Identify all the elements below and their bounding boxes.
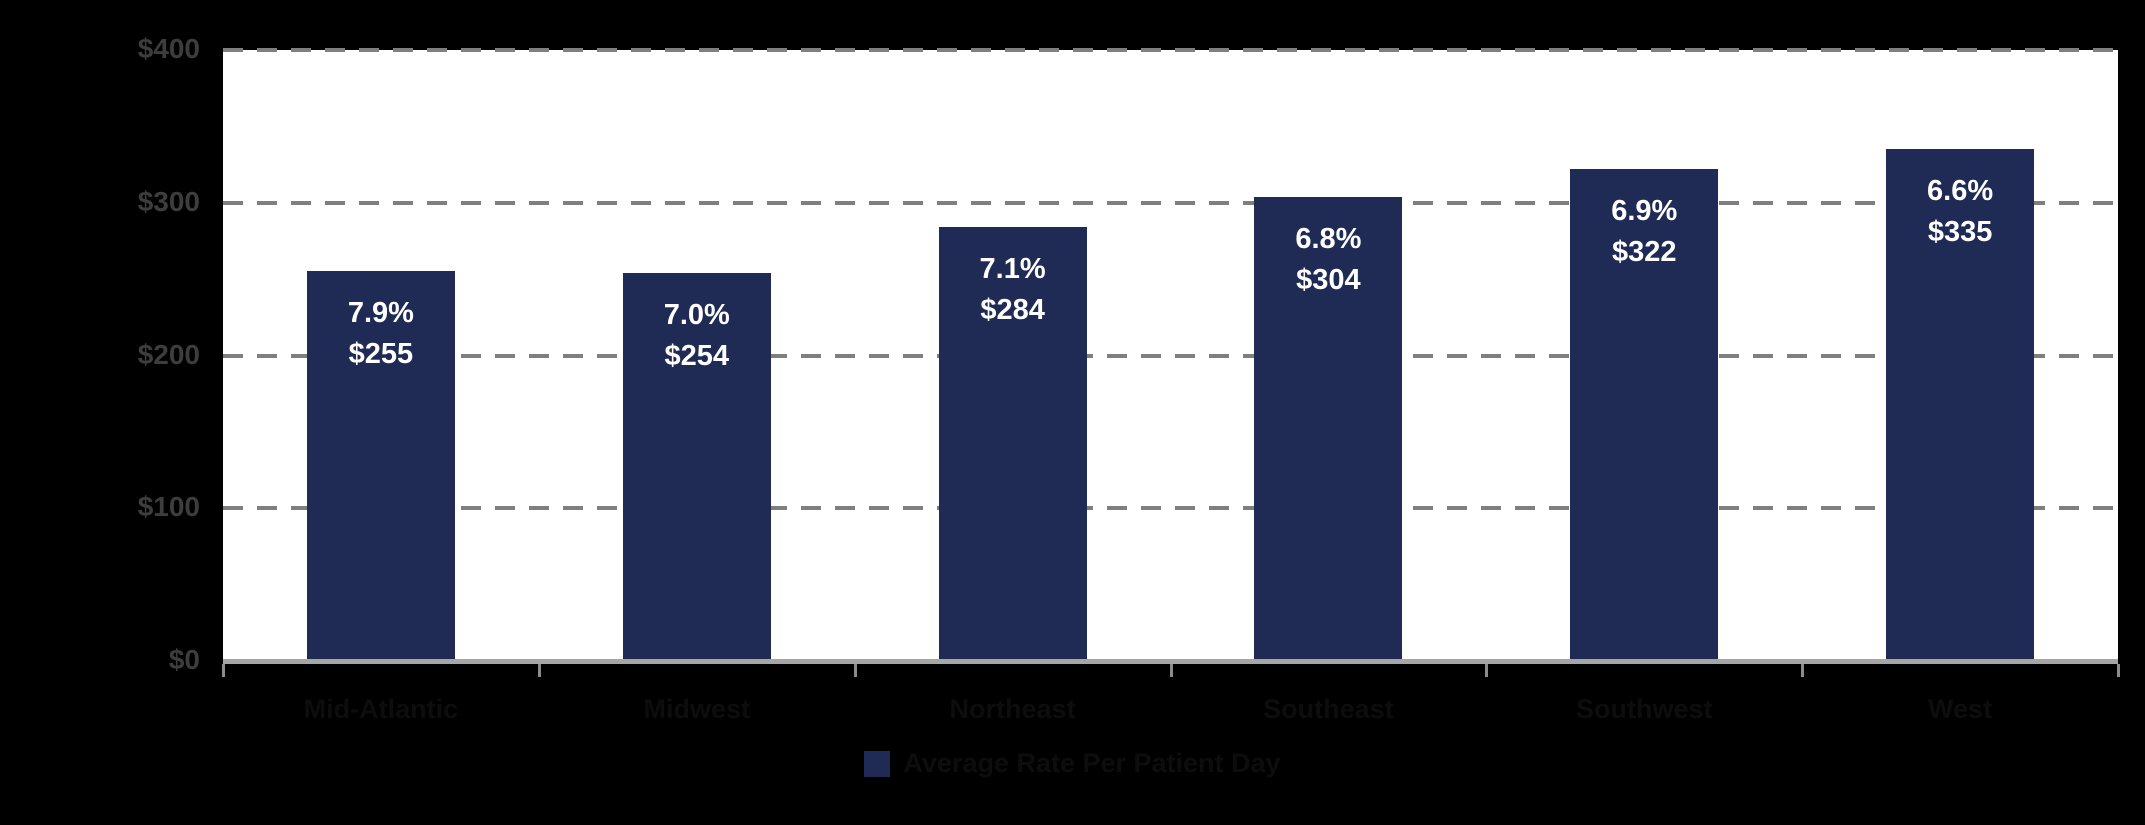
bar-label: 6.6% $335 <box>1886 171 2034 253</box>
bar: 6.6% $335 <box>1886 149 2035 661</box>
x-axis-line <box>223 659 2118 664</box>
x-tick-label: Midwest <box>643 694 750 724</box>
bar-label-percent: 7.9% <box>347 297 414 330</box>
bar-label-percent: 6.8% <box>1295 222 1362 255</box>
y-tick-label: $0 <box>168 644 200 675</box>
bar-label-value: $255 <box>348 338 414 371</box>
x-tick-label: Northeast <box>949 694 1076 724</box>
bar: 7.0% $254 <box>622 273 771 661</box>
x-axis-tick <box>853 664 857 677</box>
bar-label-value: $304 <box>1296 263 1361 296</box>
x-axis-tick <box>2117 664 2120 677</box>
bar-label-value: $335 <box>1927 216 1993 249</box>
x-tick-label: Southeast <box>1263 694 1394 724</box>
bar-label-value: $284 <box>980 294 1045 327</box>
x-tick-label: Southwest <box>1575 694 1713 724</box>
bar: 7.9% $255 <box>306 271 455 661</box>
x-axis-tick <box>1801 664 1805 677</box>
legend-label: Average Rate Per Patient Day <box>903 748 1281 778</box>
gridline <box>223 48 2118 52</box>
bar-label-value: $322 <box>1611 236 1677 269</box>
bar-label-percent: 6.9% <box>1611 195 1678 228</box>
y-tick-label: $200 <box>137 338 200 370</box>
x-axis-tick <box>537 664 541 677</box>
bar-label-percent: 7.0% <box>663 299 730 331</box>
legend: Average Rate Per Patient Day <box>0 748 2145 779</box>
bar: 6.8% $304 <box>1254 196 1403 661</box>
gridline <box>223 353 2118 358</box>
bar-label-percent: 7.1% <box>979 253 1046 286</box>
x-tick-label: Mid-Atlantic <box>303 694 459 724</box>
x-axis-tick <box>222 664 225 677</box>
legend-swatch-icon <box>864 750 891 777</box>
x-axis-tick <box>1169 664 1173 677</box>
gridline <box>223 200 2118 205</box>
bar-label: 7.9% $255 <box>307 293 455 375</box>
y-tick-label: $300 <box>137 185 200 217</box>
bar: 7.1% $284 <box>938 227 1087 661</box>
bar-label: 6.8% $304 <box>1254 219 1402 301</box>
x-axis-tick <box>1485 664 1489 677</box>
bar-label-percent: 6.6% <box>1927 175 1994 208</box>
y-tick-label: $400 <box>137 33 200 64</box>
bar-label-value: $254 <box>664 340 729 372</box>
bar: 6.9% $322 <box>1570 169 1719 661</box>
bar-label: 7.1% $284 <box>939 249 1087 331</box>
y-tick-label: $100 <box>137 491 200 523</box>
x-tick-label: West <box>1928 694 1993 724</box>
bar-label: 7.0% $254 <box>623 295 771 377</box>
bar-label: 6.9% $322 <box>1570 191 1718 273</box>
gridline <box>223 506 2118 511</box>
